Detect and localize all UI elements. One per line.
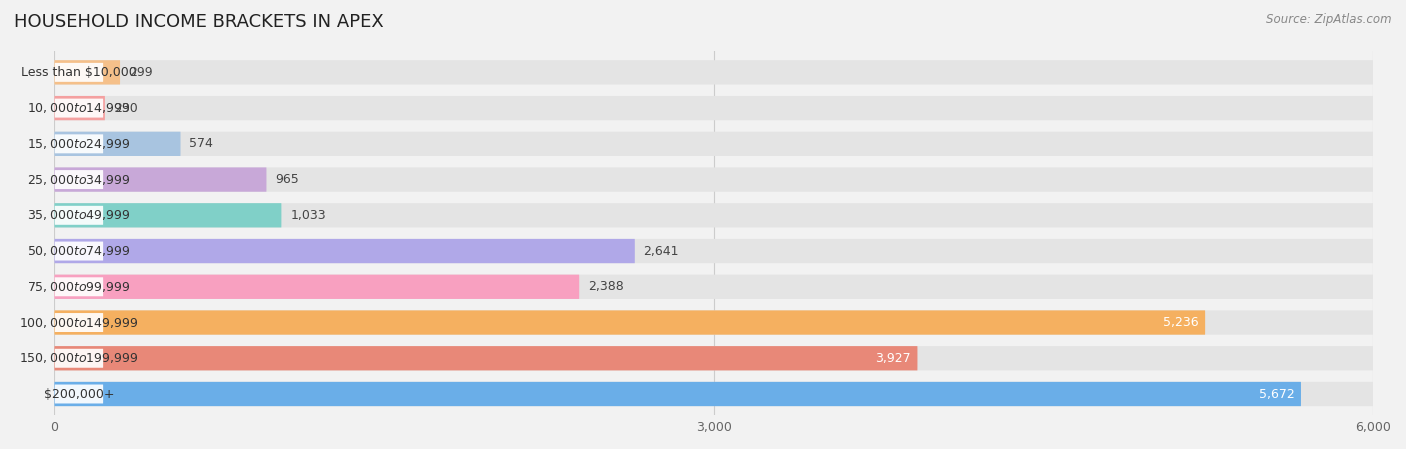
Text: 965: 965 (276, 173, 299, 186)
FancyBboxPatch shape (55, 132, 1374, 156)
Text: 230: 230 (114, 101, 138, 114)
Text: 2,641: 2,641 (644, 245, 679, 258)
Text: Source: ZipAtlas.com: Source: ZipAtlas.com (1267, 13, 1392, 26)
FancyBboxPatch shape (55, 96, 105, 120)
FancyBboxPatch shape (55, 382, 1374, 406)
FancyBboxPatch shape (55, 167, 1374, 192)
FancyBboxPatch shape (55, 134, 103, 153)
FancyBboxPatch shape (55, 275, 1374, 299)
FancyBboxPatch shape (55, 203, 1374, 228)
FancyBboxPatch shape (55, 60, 1374, 84)
FancyBboxPatch shape (55, 132, 180, 156)
FancyBboxPatch shape (55, 310, 1374, 335)
Text: 5,672: 5,672 (1258, 387, 1295, 401)
FancyBboxPatch shape (55, 203, 281, 228)
Text: $100,000 to $149,999: $100,000 to $149,999 (20, 316, 139, 330)
FancyBboxPatch shape (55, 167, 267, 192)
Text: 2,388: 2,388 (588, 280, 624, 293)
Text: HOUSEHOLD INCOME BRACKETS IN APEX: HOUSEHOLD INCOME BRACKETS IN APEX (14, 13, 384, 31)
FancyBboxPatch shape (55, 310, 1205, 335)
FancyBboxPatch shape (55, 239, 636, 263)
Text: $150,000 to $199,999: $150,000 to $199,999 (20, 351, 139, 365)
Text: Less than $10,000: Less than $10,000 (21, 66, 136, 79)
Text: $200,000+: $200,000+ (44, 387, 114, 401)
Text: 299: 299 (129, 66, 152, 79)
FancyBboxPatch shape (55, 170, 103, 189)
FancyBboxPatch shape (55, 346, 1374, 370)
FancyBboxPatch shape (55, 349, 103, 368)
Text: $15,000 to $24,999: $15,000 to $24,999 (27, 137, 131, 151)
FancyBboxPatch shape (55, 384, 103, 404)
FancyBboxPatch shape (55, 239, 1374, 263)
Text: 3,927: 3,927 (875, 352, 911, 365)
FancyBboxPatch shape (55, 275, 579, 299)
FancyBboxPatch shape (55, 277, 103, 296)
FancyBboxPatch shape (55, 96, 1374, 120)
Text: $75,000 to $99,999: $75,000 to $99,999 (27, 280, 131, 294)
Text: 574: 574 (190, 137, 214, 150)
Text: $50,000 to $74,999: $50,000 to $74,999 (27, 244, 131, 258)
Text: $35,000 to $49,999: $35,000 to $49,999 (27, 208, 131, 222)
FancyBboxPatch shape (55, 60, 120, 84)
FancyBboxPatch shape (55, 382, 1301, 406)
Text: 5,236: 5,236 (1163, 316, 1198, 329)
FancyBboxPatch shape (55, 346, 918, 370)
Text: 1,033: 1,033 (290, 209, 326, 222)
Text: $10,000 to $14,999: $10,000 to $14,999 (27, 101, 131, 115)
FancyBboxPatch shape (55, 99, 103, 118)
FancyBboxPatch shape (55, 313, 103, 332)
FancyBboxPatch shape (55, 63, 103, 82)
FancyBboxPatch shape (55, 242, 103, 260)
Text: $25,000 to $34,999: $25,000 to $34,999 (27, 172, 131, 187)
FancyBboxPatch shape (55, 206, 103, 225)
